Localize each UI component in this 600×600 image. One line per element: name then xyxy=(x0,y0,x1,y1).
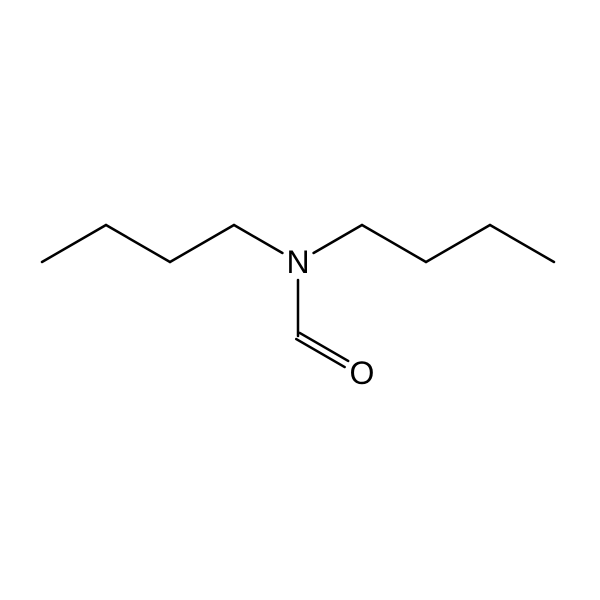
bond-line xyxy=(296,339,344,367)
molecule-canvas: NO xyxy=(0,0,600,600)
bond-line xyxy=(106,225,170,262)
bond-line xyxy=(314,225,362,253)
bond-line xyxy=(490,225,554,262)
bond-line xyxy=(300,333,348,361)
atom-label-n: N xyxy=(286,244,309,280)
bond-line xyxy=(234,225,282,253)
bond-line xyxy=(42,225,106,262)
bond-line xyxy=(362,225,426,262)
atom-label-o: O xyxy=(350,355,375,391)
bond-line xyxy=(170,225,234,262)
bond-line xyxy=(426,225,490,262)
